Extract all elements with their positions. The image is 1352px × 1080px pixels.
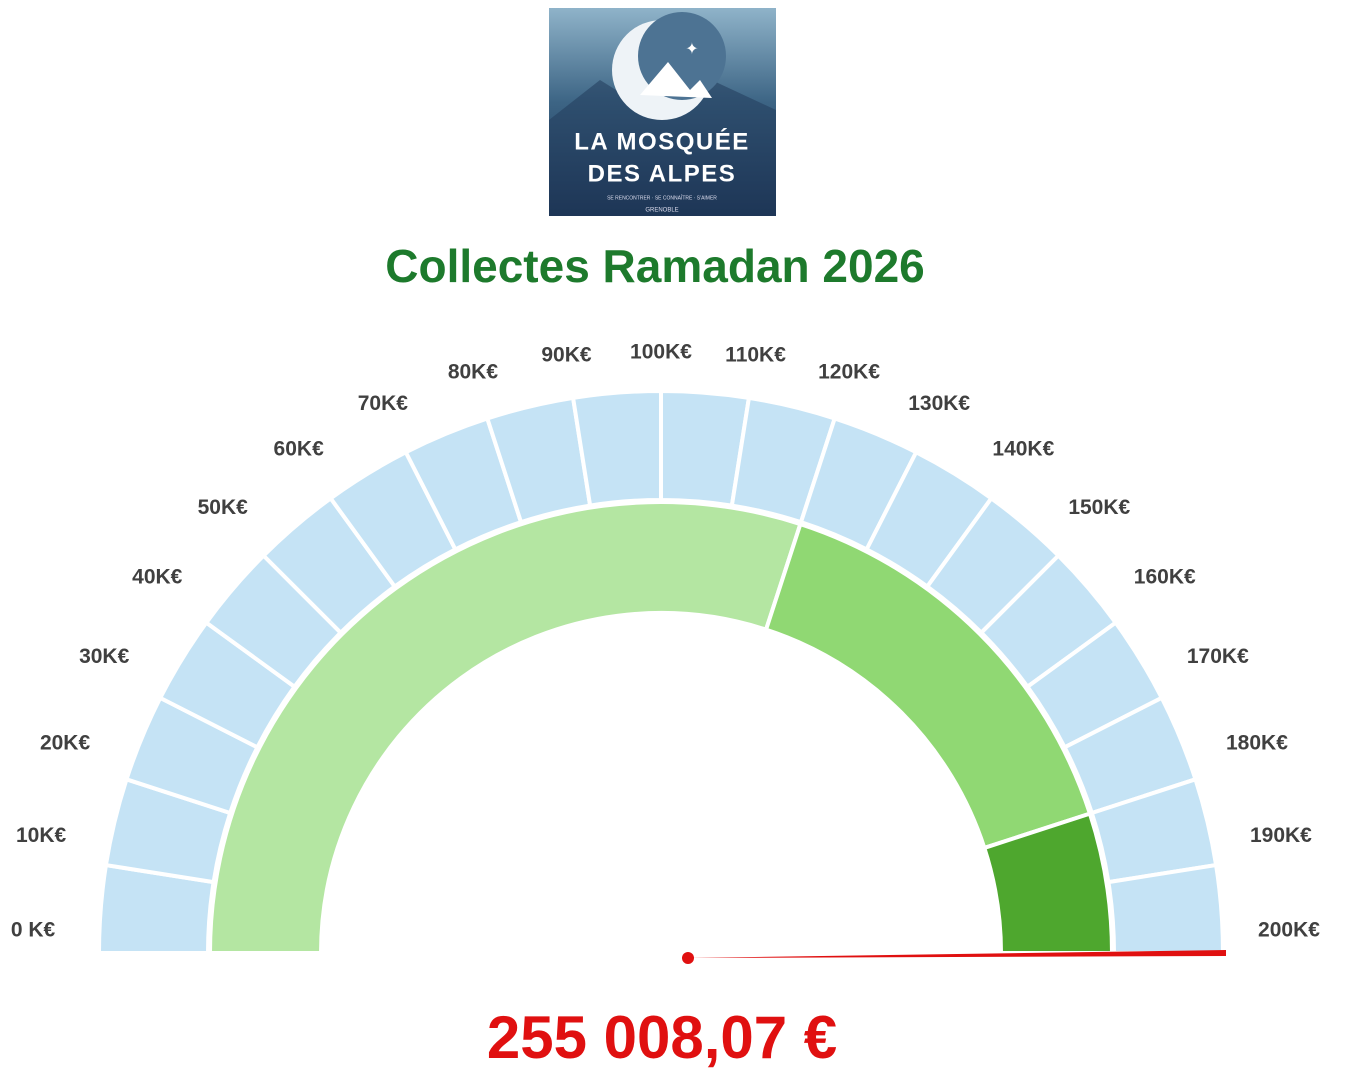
tick-label: 100K€ (630, 341, 692, 364)
logo-mountains (549, 70, 776, 216)
tick-label: 50K€ (198, 496, 249, 519)
tick-label: 190K€ (1250, 824, 1312, 847)
tick-label: 140K€ (992, 438, 1054, 461)
total-value: 255 008,07 € (487, 1004, 837, 1071)
pointer (688, 950, 1226, 958)
tick-label: 70K€ (358, 392, 409, 415)
tick-label: 150K€ (1068, 496, 1130, 519)
tick-label: 90K€ (541, 343, 592, 366)
logo-city: GRENOBLE (645, 208, 678, 214)
tick-label: 160K€ (1134, 565, 1196, 588)
tick-label: 170K€ (1187, 645, 1249, 668)
tick-label: 0 K€ (11, 919, 56, 942)
tick-label: 110K€ (725, 343, 786, 366)
tick-label: 20K€ (40, 732, 91, 755)
scale-segment (570, 388, 663, 508)
logo-peak (640, 62, 712, 98)
logo-star: ✦ (685, 41, 698, 58)
tick-label: 180K€ (1226, 732, 1288, 755)
tick-label: 120K€ (818, 361, 880, 384)
tick-label: 10K€ (16, 824, 67, 847)
scale-segment (1106, 862, 1226, 955)
tick-label: 30K€ (79, 645, 130, 668)
logo-line2: DES ALPES (588, 160, 737, 187)
tick-label: 60K€ (274, 438, 325, 461)
chart-title: Collectes Ramadan 2026 (385, 240, 925, 292)
gauge-band (207, 500, 803, 955)
tick-label: 200K€ (1258, 919, 1320, 942)
tick-label: 130K€ (908, 392, 970, 415)
tick-label: 40K€ (132, 565, 183, 588)
logo-line1: LA MOSQUÉE (574, 127, 749, 155)
tick-label: 80K€ (448, 361, 499, 384)
pointer-hub (682, 952, 694, 964)
logo-motto: SE RENCONTRER · SE CONNAÎTRE · S'AIMER (607, 194, 717, 201)
logo: ✦ LA MOSQUÉE DES ALPES SE RENCONTRER · S… (549, 8, 776, 216)
